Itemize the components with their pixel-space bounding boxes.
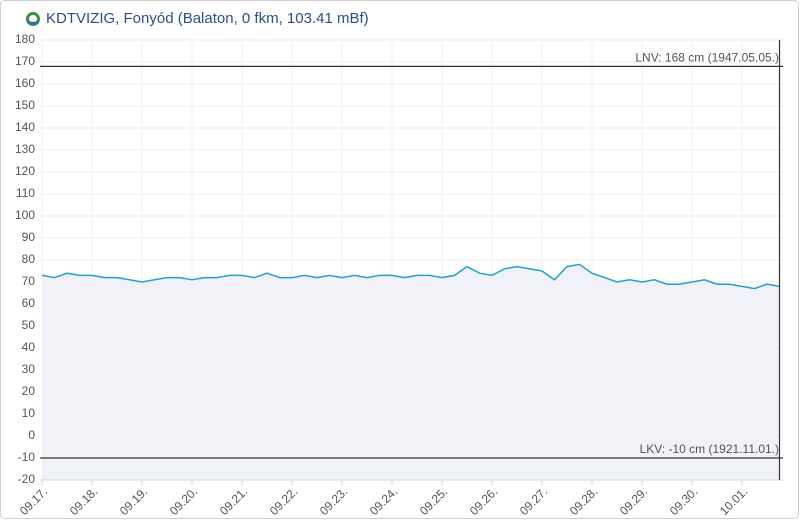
y-tick-label: 160 [15,76,35,90]
y-tick-label: 140 [15,120,35,134]
y-tick-label: 150 [15,98,35,112]
y-tick-label: 50 [22,318,36,332]
chart-title: KDTVIZIG, Fonyód (Balaton, 0 fkm, 103.41… [46,10,369,27]
y-tick-label: -10 [18,450,36,464]
y-tick-label: 130 [15,142,35,156]
y-tick-label: 170 [15,54,35,68]
y-tick-label: 20 [22,384,36,398]
area [42,264,780,480]
y-tick-label: 60 [22,296,36,310]
y-tick-label: 110 [16,186,35,200]
y-tick-label: 30 [22,362,36,376]
line [41,263,780,290]
y-tick-label: 80 [22,252,36,266]
y-tick-label: 40 [22,340,36,354]
y-tick-label: -20 [18,472,36,486]
reference-label: LNV: 168 cm (1947.05.05.) [635,51,779,65]
y-tick-label: 180 [15,32,35,46]
reference-label: LKV: -10 cm (1921.11.01.) [640,442,779,456]
logo [26,12,40,26]
y-tick-label: 120 [15,164,35,178]
y-tick-label: 100 [15,208,35,222]
y-tick-label: 0 [28,428,35,442]
y-tick-label: 70 [22,274,36,288]
y-tick-label: 10 [22,406,36,420]
y-tick-label: 90 [22,230,36,244]
